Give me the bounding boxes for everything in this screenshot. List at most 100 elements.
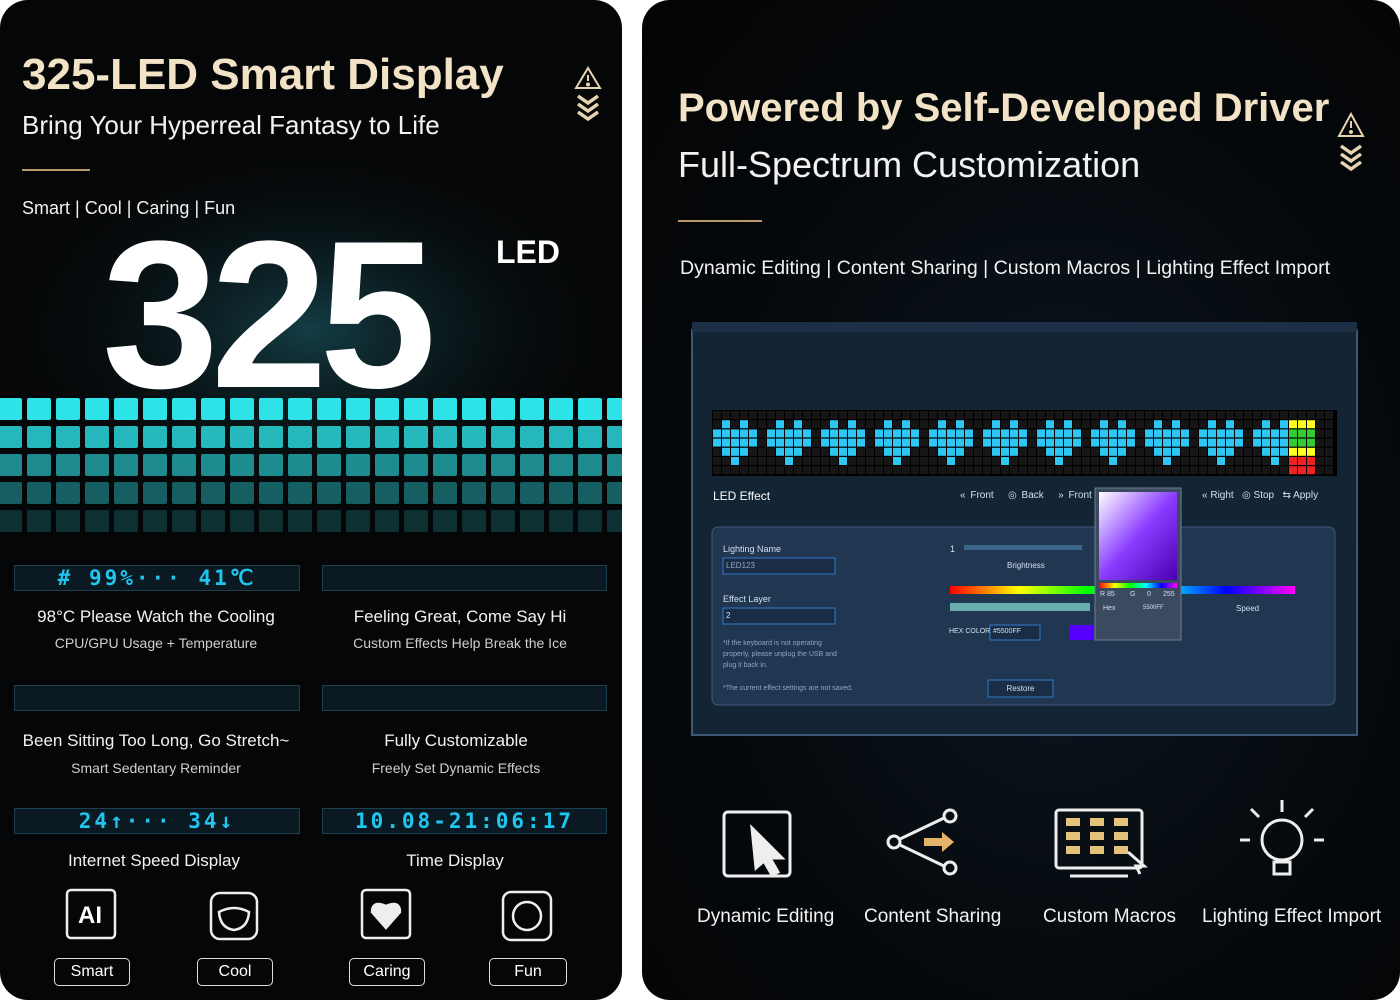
strip-cell xyxy=(758,466,766,475)
strip-cell xyxy=(1001,466,1009,475)
strip-cell xyxy=(1082,420,1090,429)
strip-cell xyxy=(938,457,946,465)
led-cell xyxy=(404,510,428,532)
strip-cell xyxy=(893,429,901,438)
led-cell xyxy=(491,482,515,504)
nav-button[interactable]: Back xyxy=(1021,490,1044,501)
strip-cell xyxy=(974,457,982,465)
strip-cell xyxy=(1073,429,1081,438)
strip-cell xyxy=(1271,466,1279,475)
strip-cell xyxy=(1064,447,1072,456)
nav-button[interactable]: Front xyxy=(1068,490,1092,501)
strip-cell xyxy=(1316,447,1324,456)
strip-cell xyxy=(1181,429,1189,438)
tag: Caring xyxy=(136,198,190,218)
strip-cell xyxy=(758,429,766,438)
feature-icon xyxy=(750,823,786,877)
strip-cell xyxy=(1217,447,1225,456)
strip-cell xyxy=(866,466,874,475)
strip-cell xyxy=(1262,429,1270,438)
big-number: 325 xyxy=(102,197,436,432)
strip-cell xyxy=(1271,420,1279,429)
strip-cell xyxy=(1064,429,1072,438)
strip-cell xyxy=(1181,420,1189,429)
led-cell xyxy=(85,482,109,504)
strip-cell xyxy=(1082,411,1090,419)
strip-cell xyxy=(1037,466,1045,475)
led-cell xyxy=(56,454,80,476)
strip-cell xyxy=(1316,420,1324,429)
strip-cell xyxy=(1001,457,1009,465)
strip-cell xyxy=(1208,457,1216,465)
strip-cell xyxy=(875,438,883,447)
strip-cell xyxy=(965,420,973,429)
strip-cell xyxy=(1190,438,1198,447)
led-cell xyxy=(433,398,457,420)
left-panel: 325-LED Smart Display Bring Your Hyperre… xyxy=(0,0,622,1000)
strip-cell xyxy=(1208,447,1216,456)
strip-cell xyxy=(983,447,991,456)
strip-cell xyxy=(1280,466,1288,475)
strip-cell xyxy=(938,447,946,456)
strip-cell xyxy=(1163,457,1171,465)
led-cell xyxy=(27,454,51,476)
strip-cell xyxy=(875,457,883,465)
strip-cell xyxy=(794,420,802,429)
strip-cell xyxy=(794,429,802,438)
feature-icon xyxy=(1260,818,1304,862)
strip-cell xyxy=(992,420,1000,429)
nav-button[interactable]: Apply xyxy=(1293,490,1319,501)
led-cell xyxy=(578,454,602,476)
restore-button[interactable] xyxy=(987,679,1054,698)
window-frame xyxy=(692,322,1357,332)
strip-cell xyxy=(1037,447,1045,456)
strip-cell xyxy=(1028,429,1036,438)
feature-title: Feeling Great, Come Say Hi xyxy=(353,607,567,626)
nav-button[interactable]: Right xyxy=(1210,490,1234,501)
nav-button[interactable]: Stop xyxy=(1253,490,1275,501)
strip-cell xyxy=(1028,466,1036,475)
led-cell xyxy=(288,426,312,448)
strip-cell xyxy=(803,429,811,438)
strip-cell xyxy=(1208,438,1216,447)
strip-cell xyxy=(974,429,982,438)
led-cell xyxy=(462,426,486,448)
strip-cell xyxy=(875,411,883,419)
led-cell xyxy=(433,482,457,504)
strip-cell xyxy=(1091,438,1099,447)
strip-cell xyxy=(911,447,919,456)
field-value: LED123 xyxy=(726,561,755,570)
led-cell xyxy=(578,426,602,448)
strip-cell xyxy=(1208,429,1216,438)
feature-icon xyxy=(722,810,792,878)
strip-cell xyxy=(839,429,847,438)
led-cell xyxy=(288,454,312,476)
led-cell xyxy=(114,454,138,476)
strip-cell xyxy=(848,447,856,456)
led-cell xyxy=(375,454,399,476)
strip-cell xyxy=(749,447,757,456)
strip-cell xyxy=(1127,438,1135,447)
strip-cell xyxy=(1289,438,1297,447)
strip-cell xyxy=(821,420,829,429)
strip-cell xyxy=(1055,420,1063,429)
led-cell xyxy=(317,510,341,532)
strip-cell xyxy=(1289,457,1297,465)
strip-cell xyxy=(1055,438,1063,447)
subtitle: Full-Spectrum Customization xyxy=(678,144,1141,185)
strip-cell xyxy=(866,438,874,447)
strip-cell xyxy=(731,457,739,465)
strip-cell xyxy=(776,438,784,447)
strip-cell xyxy=(740,447,748,456)
field-value: 2 xyxy=(726,611,731,620)
strip-cell xyxy=(956,447,964,456)
strip-cell xyxy=(1037,429,1045,438)
strip-cell xyxy=(758,420,766,429)
strip-cell xyxy=(1307,438,1315,447)
strip-cell xyxy=(1163,420,1171,429)
strip-cell xyxy=(1262,420,1270,429)
strip-cell xyxy=(1010,411,1018,419)
strip-cell xyxy=(1172,457,1180,465)
nav-button[interactable]: Front xyxy=(970,490,994,501)
